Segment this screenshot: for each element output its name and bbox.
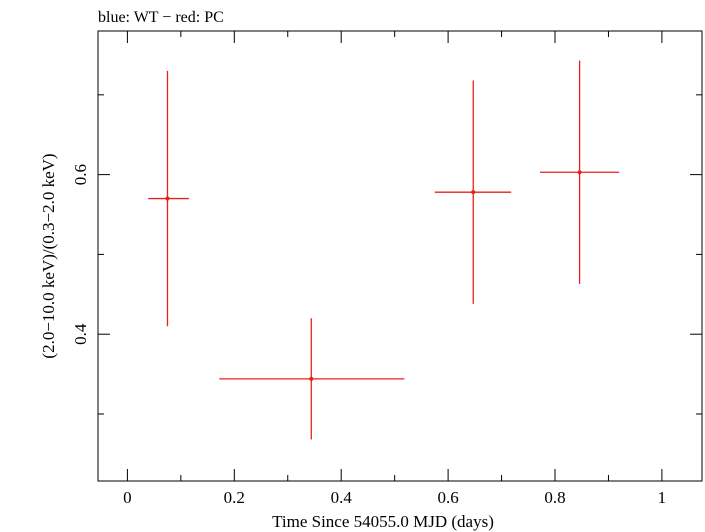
x-tick-labels: 0 0.2 0.4 0.6 0.8 1	[123, 488, 666, 507]
y-tick-label: 0.4	[71, 323, 90, 345]
chart-title: blue: WT − red: PC	[98, 9, 224, 26]
point-marker	[577, 170, 582, 175]
x-tick-label: 0.8	[544, 488, 565, 507]
data-points	[148, 60, 620, 440]
data-point	[540, 60, 620, 284]
point-marker	[309, 376, 314, 381]
data-point	[148, 70, 189, 327]
axis-ticks	[98, 31, 702, 481]
plot-frame	[97, 30, 703, 482]
data-point	[219, 318, 405, 440]
x-tick-label: 1	[658, 488, 667, 507]
x-tick-label: 0	[123, 488, 132, 507]
data-point	[434, 80, 512, 304]
x-axis-label: Time Since 54055.0 MJD (days)	[272, 512, 494, 531]
y-tick-labels: 0.4 0.6	[71, 164, 90, 345]
point-marker	[471, 190, 476, 195]
x-tick-label: 0.4	[331, 488, 353, 507]
point-marker	[165, 196, 170, 201]
x-tick-label: 0.2	[224, 488, 245, 507]
y-axis-label: (2.0−10.0 keV)/(0.3−2.0 keV)	[39, 153, 58, 358]
x-tick-label: 0.6	[437, 488, 458, 507]
y-tick-label: 0.6	[71, 164, 90, 185]
